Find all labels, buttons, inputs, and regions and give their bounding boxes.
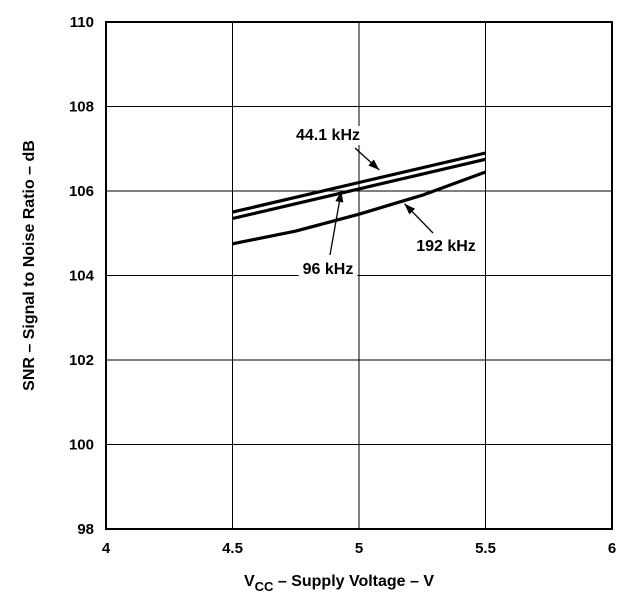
annotation-arrow-head [404,203,416,215]
x-tick-label: 5.5 [475,540,496,557]
y-tick-label: 104 [69,268,95,285]
x-tick-labels: 4 4.5 5 5.5 6 [102,540,616,557]
y-axis-title: SNR – Signal to Noise Ratio – dB [21,140,38,391]
series-label-96-khz: 96 kHz [303,261,354,278]
annotation-arrow-head [335,191,344,203]
series-label-192-khz: 192 kHz [416,238,476,255]
x-axis-title-main: V [244,573,255,590]
x-tick-label: 6 [608,540,616,557]
y-tick-label: 110 [70,14,94,31]
series-label-bg [412,237,480,256]
series-label-bg [298,260,358,279]
y-tick-label: 100 [69,437,94,454]
series-layer [232,151,487,246]
series-label-bg [291,126,365,145]
x-axis-title-subscript: CC [255,579,274,594]
series-line-44-1-khz [232,151,486,214]
y-tick-label: 98 [77,521,94,538]
plot-frame [105,21,613,530]
series-line-192-khz [232,170,487,246]
y-tick-label: 102 [69,352,94,369]
x-axis-title-rest: – Supply Voltage – V [273,573,434,590]
y-tick-label: 106 [69,183,94,200]
x-axis-title: VCC – Supply Voltage – V [244,573,434,594]
annotation-arrow-head [368,159,380,170]
series-label-44-1-khz: 44.1 kHz [296,127,360,144]
grid [106,22,612,529]
x-tick-label: 4 [102,540,111,557]
y-tick-labels: 98 100 102 104 106 108 110 [69,14,95,538]
series-line-96-khz [232,157,486,221]
y-tick-label: 108 [69,99,94,116]
x-tick-label: 5 [355,540,363,557]
label-layer: 44.1 kHz 96 kHz 192 kHz [291,126,480,279]
x-tick-label: 4.5 [222,540,243,557]
